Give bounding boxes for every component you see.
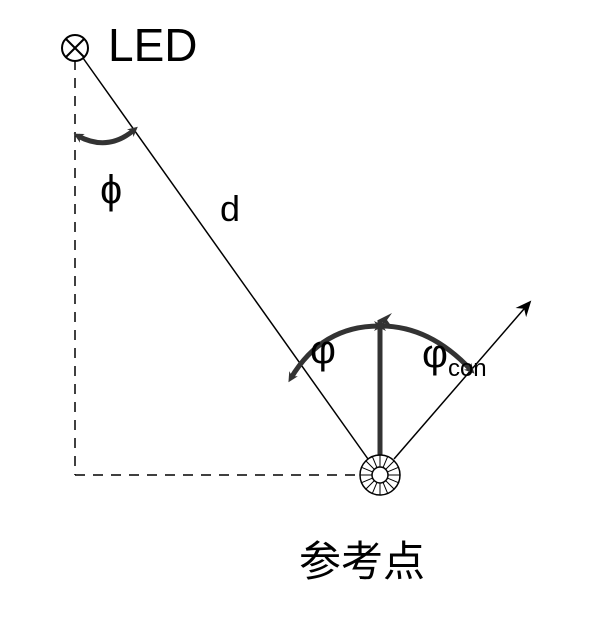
geometry-diagram: LED ɸ d φ φcon 参考点 — [0, 0, 595, 619]
phi-con-subscript: con — [448, 355, 487, 382]
phi1-label: ɸ — [100, 168, 122, 213]
diagonal-line-d — [83, 58, 368, 459]
led-label: LED — [108, 18, 197, 72]
phi-con-symbol: φ — [422, 332, 448, 376]
diagram-svg — [0, 0, 595, 619]
led-symbol — [62, 35, 88, 61]
reference-point-symbol — [360, 455, 400, 495]
d-label: d — [220, 188, 240, 230]
phi1-arc-arrow — [78, 130, 134, 143]
phi-con-label: φcon — [422, 332, 487, 383]
reference-point-label: 参考点 — [299, 528, 425, 589]
phi2-label: φ — [310, 328, 336, 373]
